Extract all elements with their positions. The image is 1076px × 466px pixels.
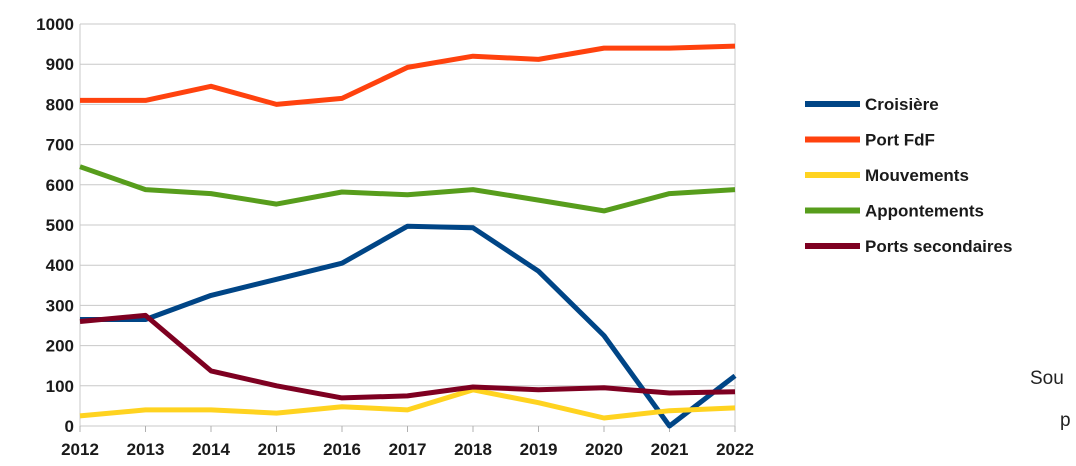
y-tick-label: 800	[46, 95, 74, 114]
y-tick-label: 700	[46, 136, 74, 155]
x-tick-label: 2016	[323, 440, 361, 459]
x-tick-label: 2012	[61, 440, 99, 459]
x-tick-label: 2020	[585, 440, 623, 459]
x-tick-label: 2017	[389, 440, 427, 459]
x-tick-label: 2014	[192, 440, 230, 459]
y-tick-label: 100	[46, 377, 74, 396]
series-lines	[79, 43, 737, 429]
legend-label: Ports secondaires	[865, 237, 1012, 256]
series-line-appontements	[79, 164, 736, 214]
y-tick-label: 0	[65, 417, 74, 436]
x-tick-label: 2019	[520, 440, 558, 459]
source-note-fragment-1: Sou	[1030, 368, 1064, 389]
series-line-ports-secondaires	[79, 312, 736, 401]
series-line-croisi-re	[80, 223, 737, 429]
y-tick-label: 300	[46, 296, 74, 315]
legend-label: Port FdF	[865, 131, 935, 150]
x-tick-label: 2022	[716, 440, 754, 459]
series-line-mouvements	[79, 387, 736, 421]
y-tick-label: 500	[46, 216, 74, 235]
legend-label: Mouvements	[865, 166, 969, 185]
x-tick-label: 2013	[127, 440, 165, 459]
y-tick-label: 900	[46, 55, 74, 74]
x-tick-label: 2018	[454, 440, 492, 459]
source-note-fragment-2: p	[1060, 410, 1071, 431]
y-tick-label: 200	[46, 337, 74, 356]
x-tick-label: 2021	[651, 440, 689, 459]
y-tick-label: 600	[46, 176, 74, 195]
legend: Croisière Port FdF Mouvements Appontements P…	[805, 95, 1012, 256]
series-line-port-fdf	[80, 43, 736, 107]
y-tick-label: 1000	[36, 15, 74, 34]
legend-label: Croisière	[865, 95, 939, 114]
axes: 0 100 200 300 400 500 600 700 800 900 1000 2012 2013…	[36, 15, 754, 459]
y-tick-label: 400	[46, 256, 74, 275]
legend-label: Appontements	[865, 202, 984, 221]
x-tick-label: 2015	[258, 440, 296, 459]
